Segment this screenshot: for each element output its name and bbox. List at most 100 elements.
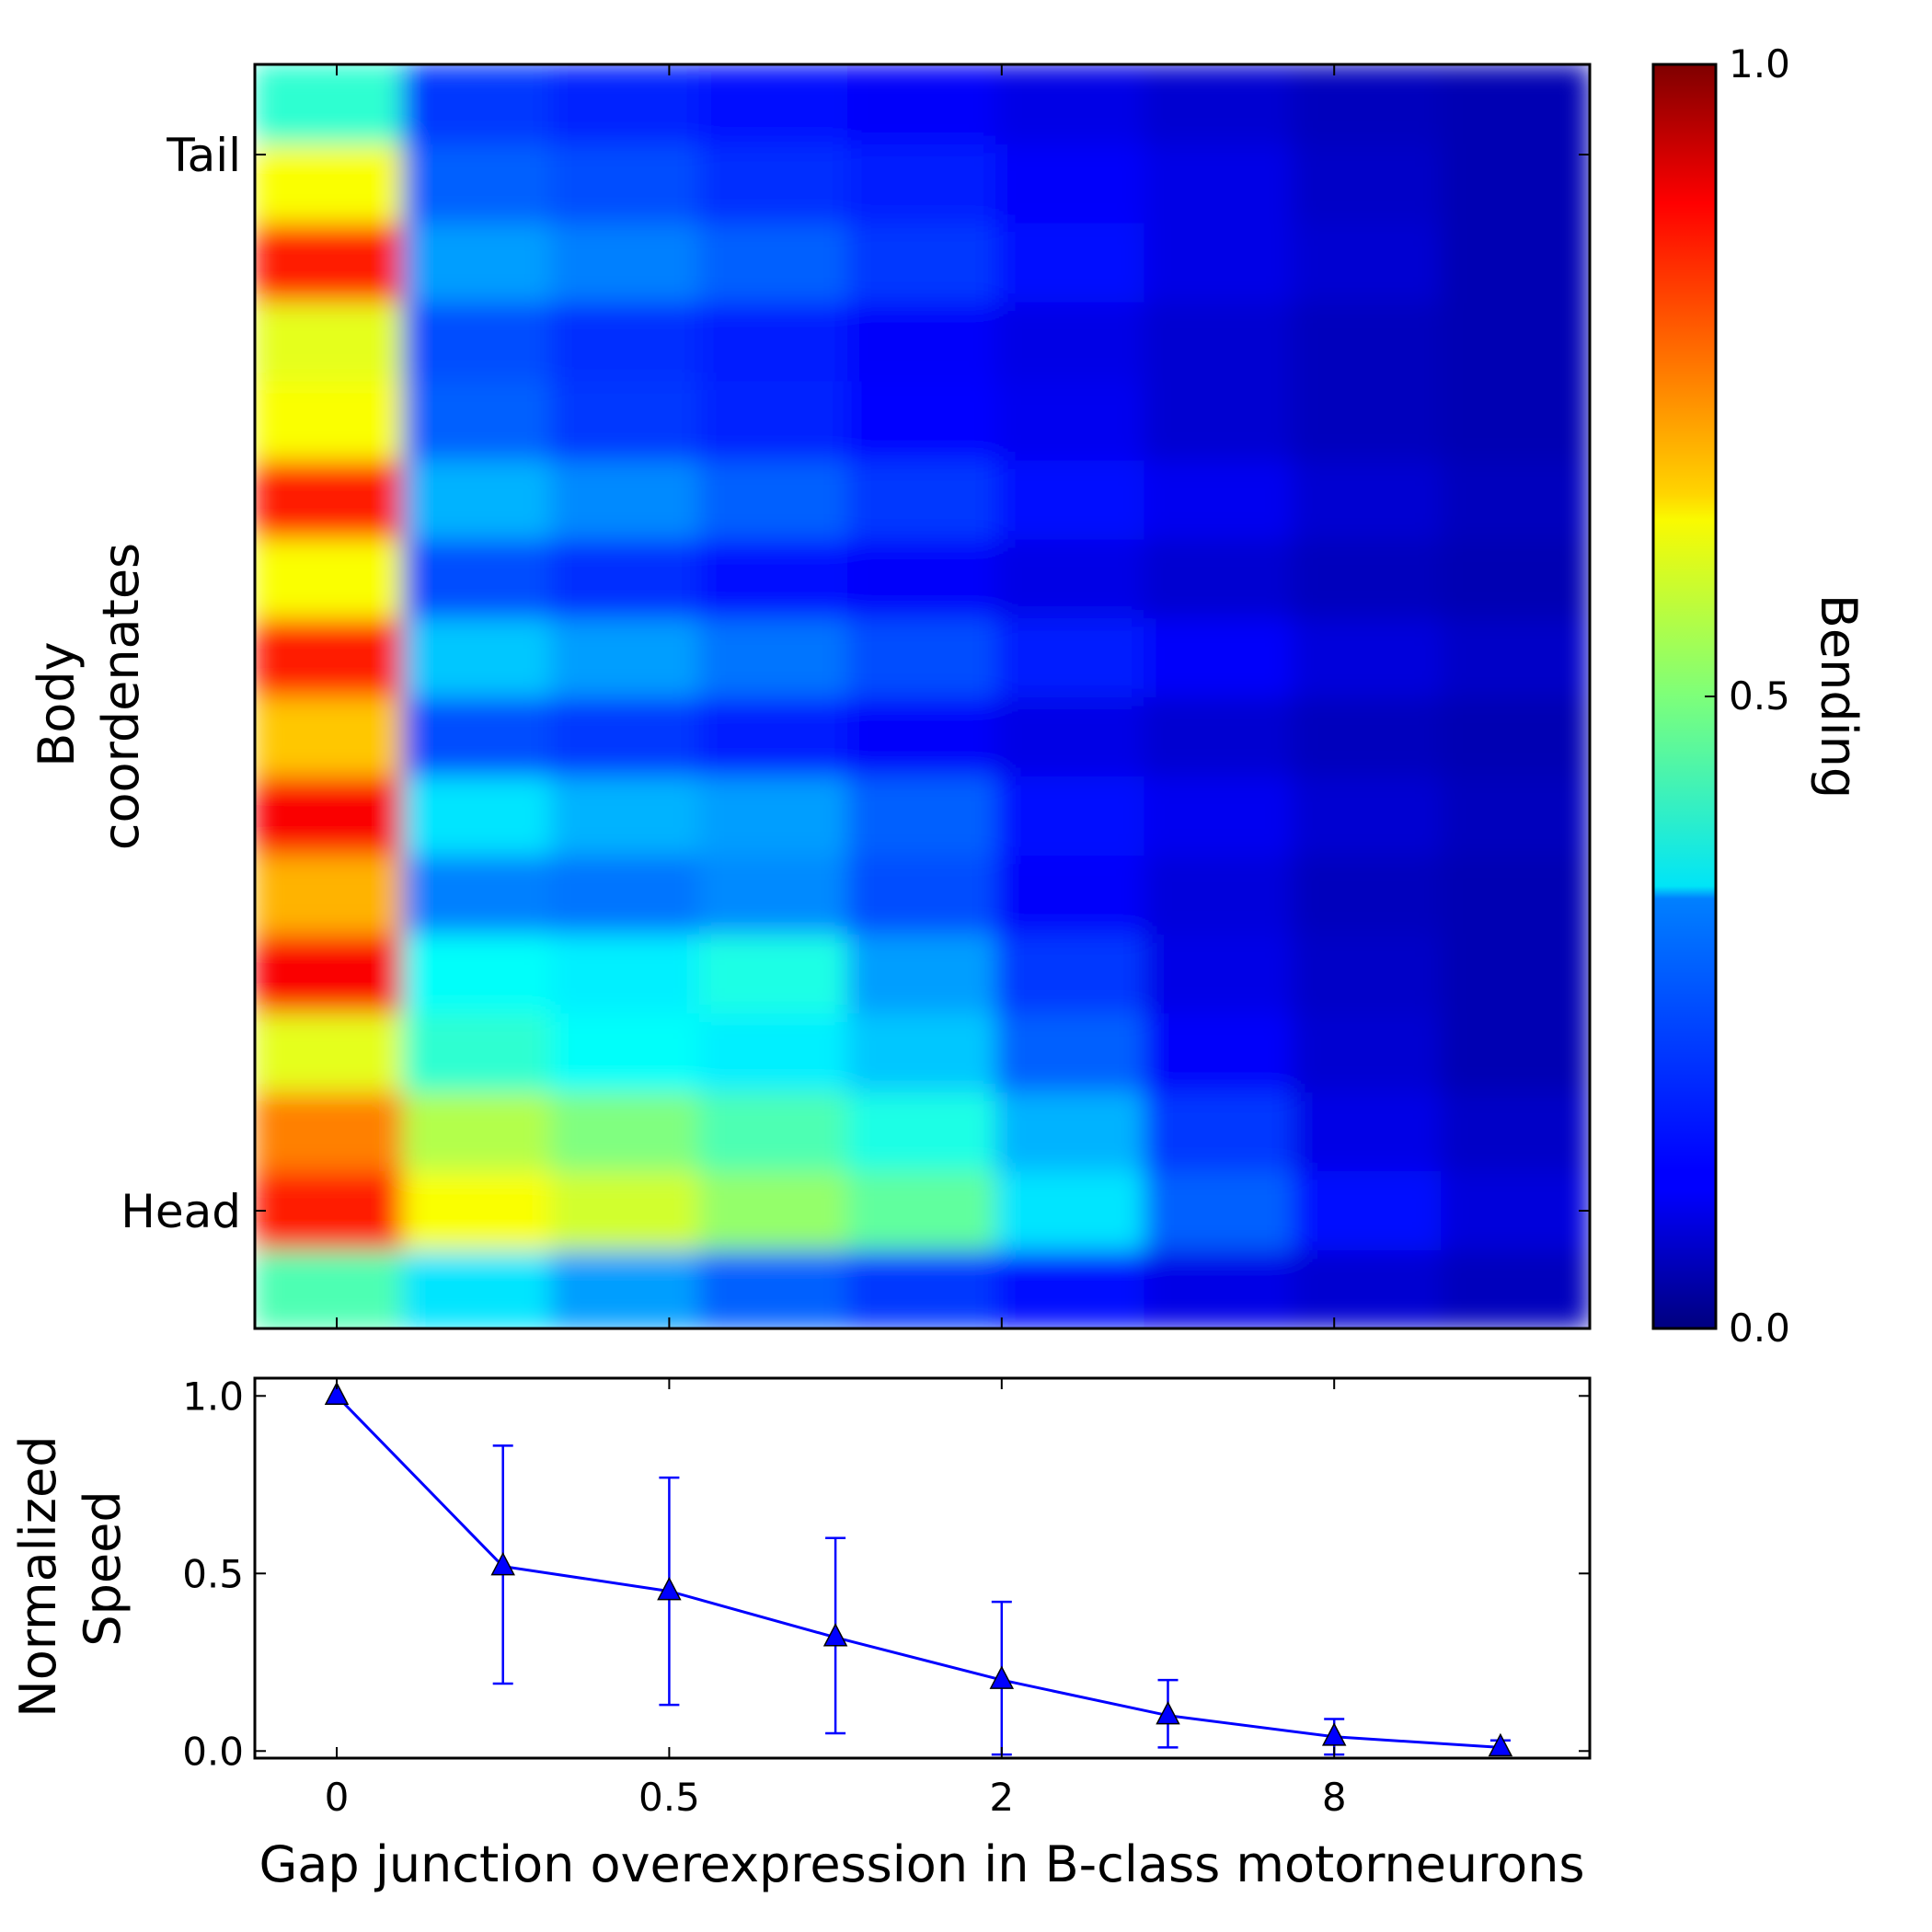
heatmap-cell — [995, 379, 1146, 461]
heatmap-cell — [995, 458, 1146, 540]
heatmap-cell — [846, 1011, 998, 1093]
heatmap-cell — [402, 458, 553, 540]
heatmap-cell — [1292, 458, 1443, 540]
heatmap-cell — [846, 1248, 998, 1328]
heatmap-cell — [1440, 696, 1590, 776]
speed-y-tick-label: 0.0 — [182, 1729, 244, 1774]
heatmap-cell — [1292, 616, 1443, 698]
heatmap-cell — [550, 774, 701, 856]
heatmap-cell — [1292, 932, 1443, 1014]
heatmap-cell — [698, 142, 849, 224]
heatmap-cell — [846, 932, 998, 1014]
heatmap-cell — [995, 221, 1146, 303]
heatmap-cell — [1144, 853, 1294, 935]
heatmap-cell — [1144, 458, 1294, 540]
heatmap-y-ticks — [255, 154, 1590, 1212]
heatmap-cell — [402, 853, 553, 935]
heatmap-cell — [402, 300, 553, 382]
heatmap-cell — [1292, 379, 1443, 461]
heatmap-cell — [846, 616, 998, 698]
heatmap-cell — [255, 1248, 405, 1328]
heatmap-cell — [698, 458, 849, 540]
speed-x-tick-label: 2 — [989, 1775, 1014, 1820]
speed-point — [657, 1576, 682, 1601]
colorbar-label: Bending — [1810, 594, 1868, 799]
heatmap-y-axis-label: Body coordenates — [28, 543, 150, 850]
heatmap-cell — [255, 696, 405, 776]
heatmap-cell — [995, 64, 1146, 144]
heatmap-y-tick-label-head: Head — [121, 1185, 241, 1238]
heatmap-cell — [402, 932, 553, 1014]
heatmap-cell — [1440, 932, 1590, 1014]
heatmap-cell — [1144, 616, 1294, 698]
heatmap-cell — [1144, 142, 1294, 224]
speed-y-axis-label: Normalized Speed — [9, 1420, 132, 1717]
heatmap-cell — [698, 1169, 849, 1251]
heatmap-cell — [846, 774, 998, 856]
heatmap-cell — [698, 64, 849, 144]
heatmap-cell — [1440, 64, 1590, 144]
heatmap-cell — [698, 537, 849, 619]
speed-point — [1488, 1732, 1513, 1757]
heatmap-cell — [698, 1248, 849, 1328]
heatmap-cell — [1440, 379, 1590, 461]
heatmap-cell — [1292, 537, 1443, 619]
heatmap-cell — [1440, 616, 1590, 698]
heatmap-frame — [253, 63, 1592, 1330]
heatmap-cell — [846, 458, 998, 540]
heatmap-cell — [255, 300, 405, 382]
heatmap-cell — [698, 221, 849, 303]
heatmap-cell — [1440, 774, 1590, 856]
heatmap-cell — [846, 221, 998, 303]
heatmap-cell — [550, 932, 701, 1014]
heatmap-cell — [698, 616, 849, 698]
heatmap-cell — [550, 64, 701, 144]
heatmap-cell — [255, 64, 405, 144]
heatmap-y-axis-label-line-1: Body — [28, 641, 86, 766]
heatmap-cell — [1440, 300, 1590, 382]
colorbar-tick-label-top: 1.0 — [1729, 41, 1790, 86]
heatmap-cells — [255, 64, 1590, 1328]
speed-point — [1156, 1701, 1180, 1725]
heatmap-cell — [846, 1090, 998, 1172]
heatmap-cell — [995, 1248, 1146, 1328]
heatmap-cell — [846, 853, 998, 935]
heatmap-cell — [402, 616, 553, 698]
heatmap-cell — [1440, 1090, 1590, 1172]
heatmap-cell — [550, 458, 701, 540]
heatmap-cell — [1144, 696, 1294, 776]
heatmap-cell — [255, 1090, 405, 1172]
heatmap-cell — [1292, 1011, 1443, 1093]
heatmap-cell — [1144, 221, 1294, 303]
speed-x-tick-label: 8 — [1322, 1775, 1347, 1820]
speed-y-axis-label-line-1: Normalized — [9, 1435, 67, 1717]
heatmap-cell — [402, 1090, 553, 1172]
heatmap-cell — [1440, 853, 1590, 935]
heatmap-cell — [995, 932, 1146, 1014]
heatmap-cell — [402, 696, 553, 776]
heatmap-cell — [1292, 696, 1443, 776]
speed-y-axis-label-line-2: Speed — [74, 1490, 132, 1646]
heatmap-cell — [846, 64, 998, 144]
heatmap-cell — [550, 142, 701, 224]
heatmap-cell — [1144, 64, 1294, 144]
heatmap-cell — [846, 142, 998, 224]
heatmap-cell — [698, 1090, 849, 1172]
heatmap-cell — [1440, 1011, 1590, 1093]
heatmap-cell — [698, 379, 849, 461]
heatmap-cell — [402, 1248, 553, 1328]
heatmap-cell — [402, 537, 553, 619]
heatmap-cell — [995, 1011, 1146, 1093]
x-axis-label: Gap junction overexpression in B-class m… — [259, 1835, 1584, 1893]
heatmap-cell — [698, 696, 849, 776]
heatmap-cell — [1292, 64, 1443, 144]
heatmap-cell — [550, 537, 701, 619]
speed-series — [324, 1381, 1513, 1757]
heatmap-cell — [846, 379, 998, 461]
heatmap-cell — [995, 774, 1146, 856]
heatmap-cell — [402, 1169, 553, 1251]
heatmap-cell — [255, 774, 405, 856]
heatmap-cell — [995, 1090, 1146, 1172]
speed-panel: 1.0 0.5 0.0 0 0.5 2 8 Normalized Speed Gap ju… — [9, 1374, 1592, 1893]
